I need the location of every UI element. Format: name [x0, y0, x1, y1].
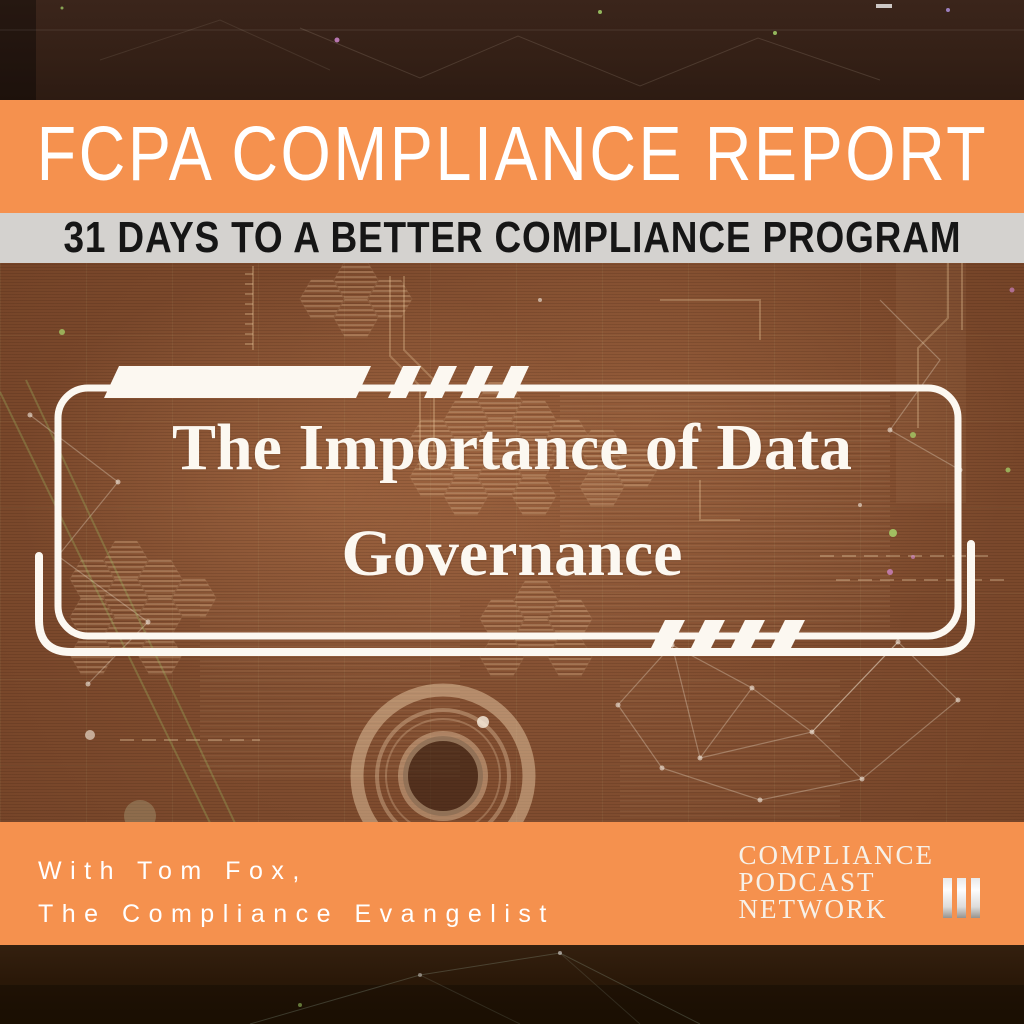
- bar: [971, 878, 980, 918]
- episode-title: The Importance of Data Governance: [62, 408, 962, 594]
- circuit-patch: [560, 380, 890, 640]
- network-logo-text: COMPLIANCE PODCAST NETWORK: [738, 842, 934, 923]
- season-subtitle: 31 DAYS TO A BETTER COMPLIANCE PROGRAM: [63, 213, 961, 262]
- show-title: FCPA COMPLIANCE REPORT: [36, 111, 988, 197]
- network-bars-icon: [943, 878, 980, 923]
- frame-accent-bar: [104, 366, 371, 398]
- network-logo-line: COMPLIANCE: [738, 840, 934, 870]
- episode-title-line: Governance: [341, 517, 683, 590]
- top-texture-band: [0, 0, 1024, 100]
- frame-echo-line: [35, 540, 975, 656]
- frame-hash-marks-top: [388, 366, 529, 398]
- top-band-texture: [0, 0, 1024, 100]
- footer-banner: With Tom Fox, The Compliance Evangelist …: [0, 822, 1024, 945]
- bar: [943, 878, 952, 918]
- dashed-traces: [120, 555, 1010, 741]
- network-logo: COMPLIANCE PODCAST NETWORK: [738, 842, 980, 923]
- network-logo-line: NETWORK: [738, 894, 888, 924]
- episode-title-line: The Importance of Data: [171, 411, 853, 484]
- circuit-patch: [620, 680, 840, 820]
- bar: [957, 878, 966, 918]
- light-streak: [896, 263, 966, 503]
- show-title-banner: FCPA COMPLIANCE REPORT: [0, 100, 1024, 213]
- network-logo-line: PODCAST: [738, 867, 876, 897]
- frame-hash-marks-bottom: [648, 620, 805, 654]
- host-byline: With Tom Fox, The Compliance Evangelist: [38, 850, 555, 936]
- bottom-band-texture: [0, 951, 1024, 1024]
- diagonal-lines: [0, 379, 259, 873]
- bottom-texture-band: [0, 945, 1024, 1024]
- host-byline-line: With Tom Fox,: [38, 857, 308, 885]
- season-banner: 31 DAYS TO A BETTER COMPLIANCE PROGRAM: [0, 213, 1024, 263]
- host-byline-line: The Compliance Evangelist: [38, 900, 555, 928]
